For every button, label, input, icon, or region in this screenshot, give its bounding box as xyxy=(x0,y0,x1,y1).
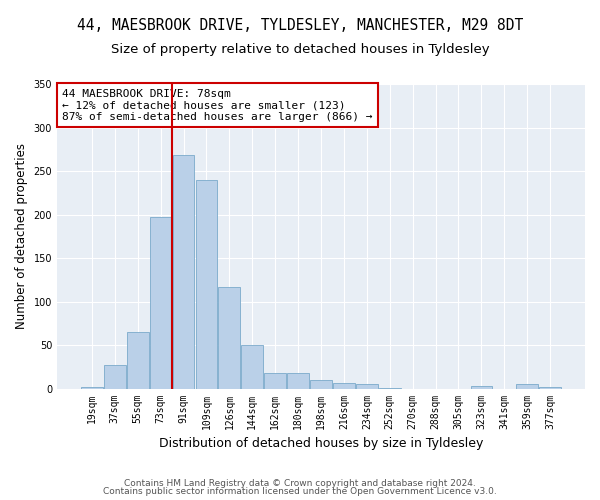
Bar xyxy=(539,387,561,388)
Bar xyxy=(173,156,194,388)
Bar xyxy=(356,384,378,388)
Bar xyxy=(287,373,309,388)
Bar xyxy=(241,345,263,389)
Bar xyxy=(517,384,538,388)
Text: Size of property relative to detached houses in Tyldesley: Size of property relative to detached ho… xyxy=(110,42,490,56)
Bar xyxy=(196,180,217,388)
X-axis label: Distribution of detached houses by size in Tyldesley: Distribution of detached houses by size … xyxy=(159,437,483,450)
Bar xyxy=(333,384,355,388)
Bar xyxy=(150,217,172,388)
Bar xyxy=(127,332,149,388)
Bar xyxy=(104,365,126,388)
Bar xyxy=(218,286,240,388)
Text: Contains public sector information licensed under the Open Government Licence v3: Contains public sector information licen… xyxy=(103,487,497,496)
Text: 44, MAESBROOK DRIVE, TYLDESLEY, MANCHESTER, M29 8DT: 44, MAESBROOK DRIVE, TYLDESLEY, MANCHEST… xyxy=(77,18,523,32)
Bar xyxy=(470,386,492,388)
Text: 44 MAESBROOK DRIVE: 78sqm
← 12% of detached houses are smaller (123)
87% of semi: 44 MAESBROOK DRIVE: 78sqm ← 12% of detac… xyxy=(62,88,373,122)
Bar xyxy=(81,387,103,388)
Text: Contains HM Land Registry data © Crown copyright and database right 2024.: Contains HM Land Registry data © Crown c… xyxy=(124,478,476,488)
Bar xyxy=(265,373,286,388)
Y-axis label: Number of detached properties: Number of detached properties xyxy=(15,144,28,330)
Bar xyxy=(310,380,332,388)
